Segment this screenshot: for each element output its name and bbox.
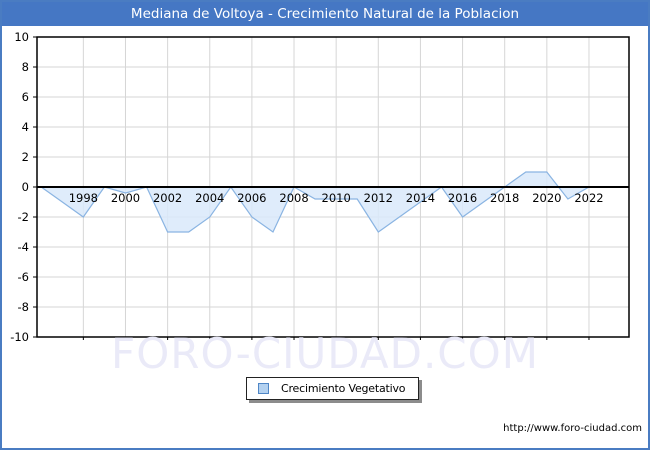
y-tick-label: 6: [22, 90, 29, 104]
x-tick-label: 2012: [364, 191, 393, 205]
x-tick-label: 2018: [490, 191, 519, 205]
x-tick-label: 2008: [279, 191, 308, 205]
x-tick-label: 2016: [448, 191, 477, 205]
title-bar: Mediana de Voltoya - Crecimiento Natural…: [2, 2, 648, 26]
x-tick-label: 2010: [322, 191, 351, 205]
x-tick-label: 2004: [195, 191, 224, 205]
y-tick-label: -2: [18, 210, 29, 224]
x-tick-label: 2000: [111, 191, 140, 205]
y-tick-label: -10: [10, 330, 29, 344]
y-tick-label: -6: [18, 270, 29, 284]
y-tick-label: 0: [22, 180, 29, 194]
legend-swatch-icon: [258, 383, 269, 394]
y-tick-label: -4: [18, 240, 29, 254]
x-tick-label: 2002: [153, 191, 182, 205]
series-line: [40, 171, 610, 233]
x-tick-label: 2022: [574, 191, 603, 205]
x-tick-label: 2020: [532, 191, 561, 205]
page-title: Mediana de Voltoya - Crecimiento Natural…: [130, 6, 520, 22]
y-tick-label: 8: [22, 60, 29, 74]
x-tick-label: 2014: [406, 191, 435, 205]
footer-url[interactable]: http://www.foro-ciudad.com: [503, 423, 642, 434]
y-tick-label: 2: [22, 150, 29, 164]
plot-border: [36, 36, 630, 338]
y-tick-label: -8: [18, 300, 29, 314]
y-tick-label: 4: [22, 120, 29, 134]
legend-label: Crecimiento Vegetativo: [281, 382, 406, 395]
x-tick-label: 2006: [237, 191, 266, 205]
legend-item[interactable]: Crecimiento Vegetativo: [246, 377, 420, 400]
y-tick-label: 10: [14, 30, 29, 44]
watermark: FORO-CIUDAD.COM: [111, 329, 539, 378]
x-tick-label: 1998: [69, 191, 98, 205]
